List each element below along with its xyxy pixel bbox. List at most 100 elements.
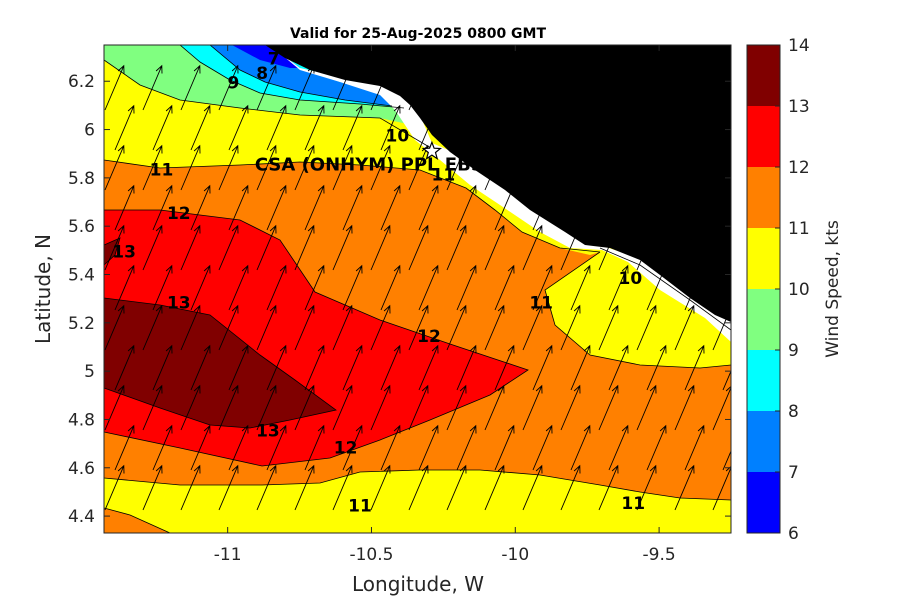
wind-arrow — [218, 304, 239, 351]
wind-arrow — [570, 264, 591, 311]
wind-arrow — [456, 104, 477, 151]
wind-arrow — [456, 344, 477, 391]
wind-arrow — [560, 304, 581, 351]
wind-arrow — [484, 224, 505, 271]
wind-arrow — [114, 424, 135, 471]
x-tick-label: -10.5 — [349, 545, 393, 565]
wind-arrow — [190, 344, 211, 391]
wind-arrow — [266, 104, 287, 151]
wind-arrow — [152, 344, 173, 391]
wind-arrow — [560, 384, 581, 431]
wind-arrow — [190, 184, 211, 231]
wind-arrow — [266, 344, 287, 391]
wind-arrow — [722, 290, 731, 311]
wind-arrow — [712, 305, 731, 351]
y-tick-label: 5.8 — [68, 169, 95, 189]
wind-arrow — [446, 384, 467, 431]
wind-arrow — [712, 385, 731, 431]
wind-arrow — [180, 384, 201, 431]
y-tick-label: 4.6 — [68, 459, 95, 479]
y-tick-label: 5 — [84, 362, 95, 382]
wind-arrow — [370, 464, 391, 511]
y-tick-label: 5.6 — [68, 217, 95, 237]
contour-line-13 — [104, 297, 337, 429]
field-band-7-8 — [210, 45, 392, 106]
colorbar-tick-label: 7 — [788, 463, 799, 483]
wind-arrow — [674, 144, 695, 191]
colorbar-tick-label: 6 — [788, 524, 799, 544]
wind-arrow — [332, 224, 353, 271]
wind-arrow — [598, 224, 619, 271]
contour-label: 12 — [167, 204, 191, 224]
contour-label: 8 — [256, 64, 268, 84]
wind-arrow — [228, 344, 249, 391]
wind-arrows — [104, 64, 731, 511]
wind-arrow — [370, 304, 391, 351]
land-mass — [265, 45, 731, 322]
wind-arrow — [152, 424, 173, 471]
wind-arrow — [142, 224, 163, 271]
wind-arrow — [294, 384, 315, 431]
wind-arrow — [494, 104, 515, 151]
contour-label: 11 — [348, 496, 372, 516]
contour-label: 11 — [150, 160, 174, 180]
field-band-6-7 — [232, 45, 300, 68]
wind-arrow — [722, 450, 731, 471]
wind-arrow — [380, 184, 401, 231]
wind-arrow — [304, 184, 325, 231]
wind-arrow — [598, 64, 619, 111]
wind-arrow — [646, 104, 667, 151]
y-tick-label: 6.2 — [68, 72, 95, 92]
wind-arrow — [342, 104, 363, 151]
wind-arrow — [674, 384, 695, 431]
wind-arrow — [294, 224, 315, 271]
wind-arrow — [342, 424, 363, 471]
wind-arrow — [408, 64, 429, 111]
contour-label: 10 — [618, 269, 642, 289]
wind-arrow — [114, 184, 135, 231]
colorbar-swatch — [747, 228, 780, 289]
wind-arrow — [266, 424, 287, 471]
coast-band — [270, 45, 731, 342]
wind-arrow — [228, 184, 249, 231]
field-band-11-12-sw — [104, 508, 170, 533]
wind-arrow — [598, 144, 619, 191]
wind-arrow — [484, 464, 505, 511]
x-tick-label: -10 — [501, 545, 529, 565]
wind-arrow — [636, 304, 657, 351]
colorbar-tick-label: 13 — [788, 97, 810, 117]
wind-arrow — [104, 64, 125, 111]
contour-line-11-south — [104, 469, 731, 501]
contour-line-9 — [179, 45, 405, 109]
station-marker: CSA (ONHYM) PPL EBS — [255, 140, 484, 175]
wind-arrow — [418, 184, 439, 231]
plot-frame — [103, 44, 732, 534]
wind-arrow — [342, 184, 363, 231]
contour-label: 7 — [268, 49, 280, 69]
colorbar-tick-label: 8 — [788, 402, 799, 422]
wind-arrow — [114, 344, 135, 391]
wind-arrow — [684, 104, 705, 151]
colorbar-swatch — [747, 350, 780, 411]
wind-arrow — [446, 144, 467, 191]
wind-arrow — [722, 370, 731, 391]
wind-arrow — [456, 264, 477, 311]
wind-arrow — [380, 104, 401, 151]
wind-arrow — [370, 64, 391, 111]
contour-label: 13 — [112, 243, 136, 263]
wind-arrow — [684, 344, 705, 391]
contour-label: 13 — [167, 293, 191, 313]
wind-arrow — [712, 225, 731, 271]
wind-arrow — [560, 464, 581, 511]
wind-arrow — [408, 384, 429, 431]
wind-arrow — [484, 64, 505, 111]
wind-arrow — [674, 224, 695, 271]
wind-arrow — [342, 264, 363, 311]
wind-arrow — [408, 464, 429, 511]
wind-arrow — [532, 424, 553, 471]
wind-arrow — [332, 304, 353, 351]
wind-arrow — [598, 464, 619, 511]
wind-arrow — [142, 64, 163, 111]
wind-arrow — [456, 424, 477, 471]
wind-arrow — [446, 224, 467, 271]
